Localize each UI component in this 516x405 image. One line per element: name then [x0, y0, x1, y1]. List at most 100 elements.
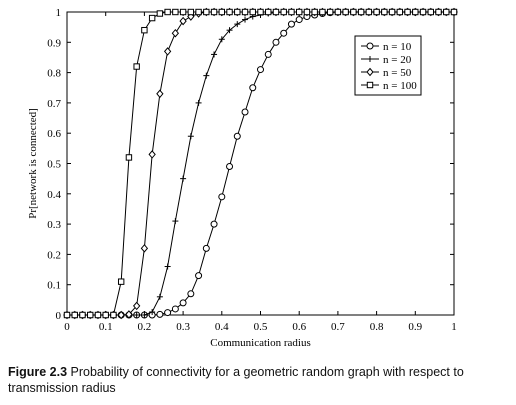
- data-point: [171, 28, 180, 38]
- legend-entry: n = 10: [361, 41, 412, 53]
- data-point: [172, 8, 179, 16]
- data-point: [171, 305, 179, 313]
- data-point: [125, 154, 133, 161]
- data-point: [164, 309, 172, 317]
- data-point: [342, 8, 349, 16]
- data-point: [110, 311, 117, 319]
- x-tick-label: 0.2: [138, 321, 152, 333]
- data-point: [404, 8, 411, 16]
- data-point: [334, 8, 342, 16]
- y-tick-label: 0.9: [47, 37, 61, 49]
- data-point: [172, 218, 179, 225]
- x-tick-label: 0.4: [215, 321, 229, 333]
- data-point: [311, 8, 318, 16]
- data-point: [156, 89, 164, 99]
- data-point: [249, 8, 256, 16]
- data-point: [264, 50, 272, 58]
- data-point: [326, 8, 334, 16]
- legend-marker: [367, 56, 373, 62]
- data-point: [164, 263, 171, 270]
- data-point: [419, 8, 427, 16]
- data-point: [117, 310, 125, 320]
- data-point: [296, 8, 303, 16]
- x-tick-label: 0.7: [331, 321, 345, 333]
- y-tick-label: 0.5: [47, 159, 61, 171]
- data-point: [357, 8, 365, 16]
- data-point: [288, 8, 295, 16]
- data-point: [163, 47, 172, 56]
- data-point: [435, 8, 442, 16]
- data-point: [133, 63, 140, 70]
- data-point: [443, 8, 450, 16]
- y-tick-label: 0.8: [47, 68, 61, 80]
- data-point: [249, 84, 257, 92]
- y-axis-title: Pr[network is connected]: [27, 108, 39, 219]
- data-point: [210, 220, 218, 228]
- data-point: [218, 36, 225, 43]
- data-point: [226, 163, 234, 171]
- data-point: [242, 16, 249, 23]
- data-point: [180, 175, 187, 182]
- data-point: [187, 133, 194, 140]
- legend-label: n = 20: [383, 54, 412, 66]
- data-point: [396, 8, 404, 16]
- y-tick-label: 0.2: [47, 249, 61, 261]
- data-point: [272, 38, 280, 46]
- legend-label: n = 100: [383, 80, 417, 92]
- data-point: [257, 66, 264, 74]
- data-point: [71, 311, 78, 319]
- data-point: [156, 310, 164, 318]
- data-point: [202, 244, 210, 252]
- data-point: [295, 16, 303, 24]
- data-point: [226, 8, 233, 16]
- x-tick-label: 0.3: [176, 321, 190, 333]
- x-tick-label: 1: [451, 321, 457, 333]
- data-point: [133, 312, 140, 318]
- series-layer: [63, 7, 458, 320]
- data-point: [149, 308, 156, 315]
- legend: n = 10n = 20n = 50n = 100: [354, 35, 422, 96]
- data-point: [195, 8, 202, 16]
- series-square: [63, 8, 458, 319]
- data-point: [427, 8, 434, 16]
- data-point: [381, 8, 388, 16]
- x-axis: 0 0.1 0.2 0.3 0.4 0.5 0.6 0.7 0.8 0.9 1: [64, 12, 457, 333]
- data-point: [412, 8, 419, 16]
- data-point: [365, 8, 373, 16]
- legend-label: n = 50: [383, 67, 412, 79]
- data-point: [94, 311, 102, 319]
- data-point: [203, 72, 210, 79]
- figure-label: Figure 2.3: [8, 365, 68, 379]
- figure-caption-text: Probability of connectivity for a geomet…: [8, 365, 464, 395]
- data-point: [265, 8, 272, 16]
- data-point: [87, 311, 94, 319]
- data-point: [226, 27, 233, 34]
- data-point: [102, 311, 109, 319]
- legend-marker: [366, 42, 374, 50]
- x-tick-label: 0.5: [254, 321, 268, 333]
- data-point: [303, 8, 311, 16]
- data-point: [141, 312, 148, 318]
- data-point: [319, 8, 326, 16]
- data-point: [388, 8, 396, 16]
- data-point: [63, 311, 71, 319]
- data-point: [187, 8, 195, 16]
- data-point: [210, 8, 218, 16]
- data-point: [79, 311, 86, 319]
- x-tick-label: 0.8: [370, 321, 384, 333]
- data-point: [195, 99, 202, 106]
- data-point: [133, 301, 141, 311]
- data-point: [280, 29, 288, 37]
- data-point: [203, 8, 210, 16]
- data-point: [233, 132, 241, 140]
- x-tick-label: 0.1: [99, 321, 113, 333]
- data-point: [257, 8, 264, 16]
- y-tick-label: 0.1: [47, 280, 61, 292]
- data-point: [287, 20, 295, 28]
- legend-entry: n = 50: [361, 67, 412, 79]
- legend-marker: [366, 67, 374, 77]
- data-point: [241, 8, 249, 16]
- data-point: [234, 21, 241, 28]
- data-point: [195, 272, 203, 280]
- connectivity-chart: 0 0.1 0.2 0.3 0.4 0.5 0.6 0.7 0.8 0.9 1 0 0.1 0.2 0.3…: [27, 7, 458, 349]
